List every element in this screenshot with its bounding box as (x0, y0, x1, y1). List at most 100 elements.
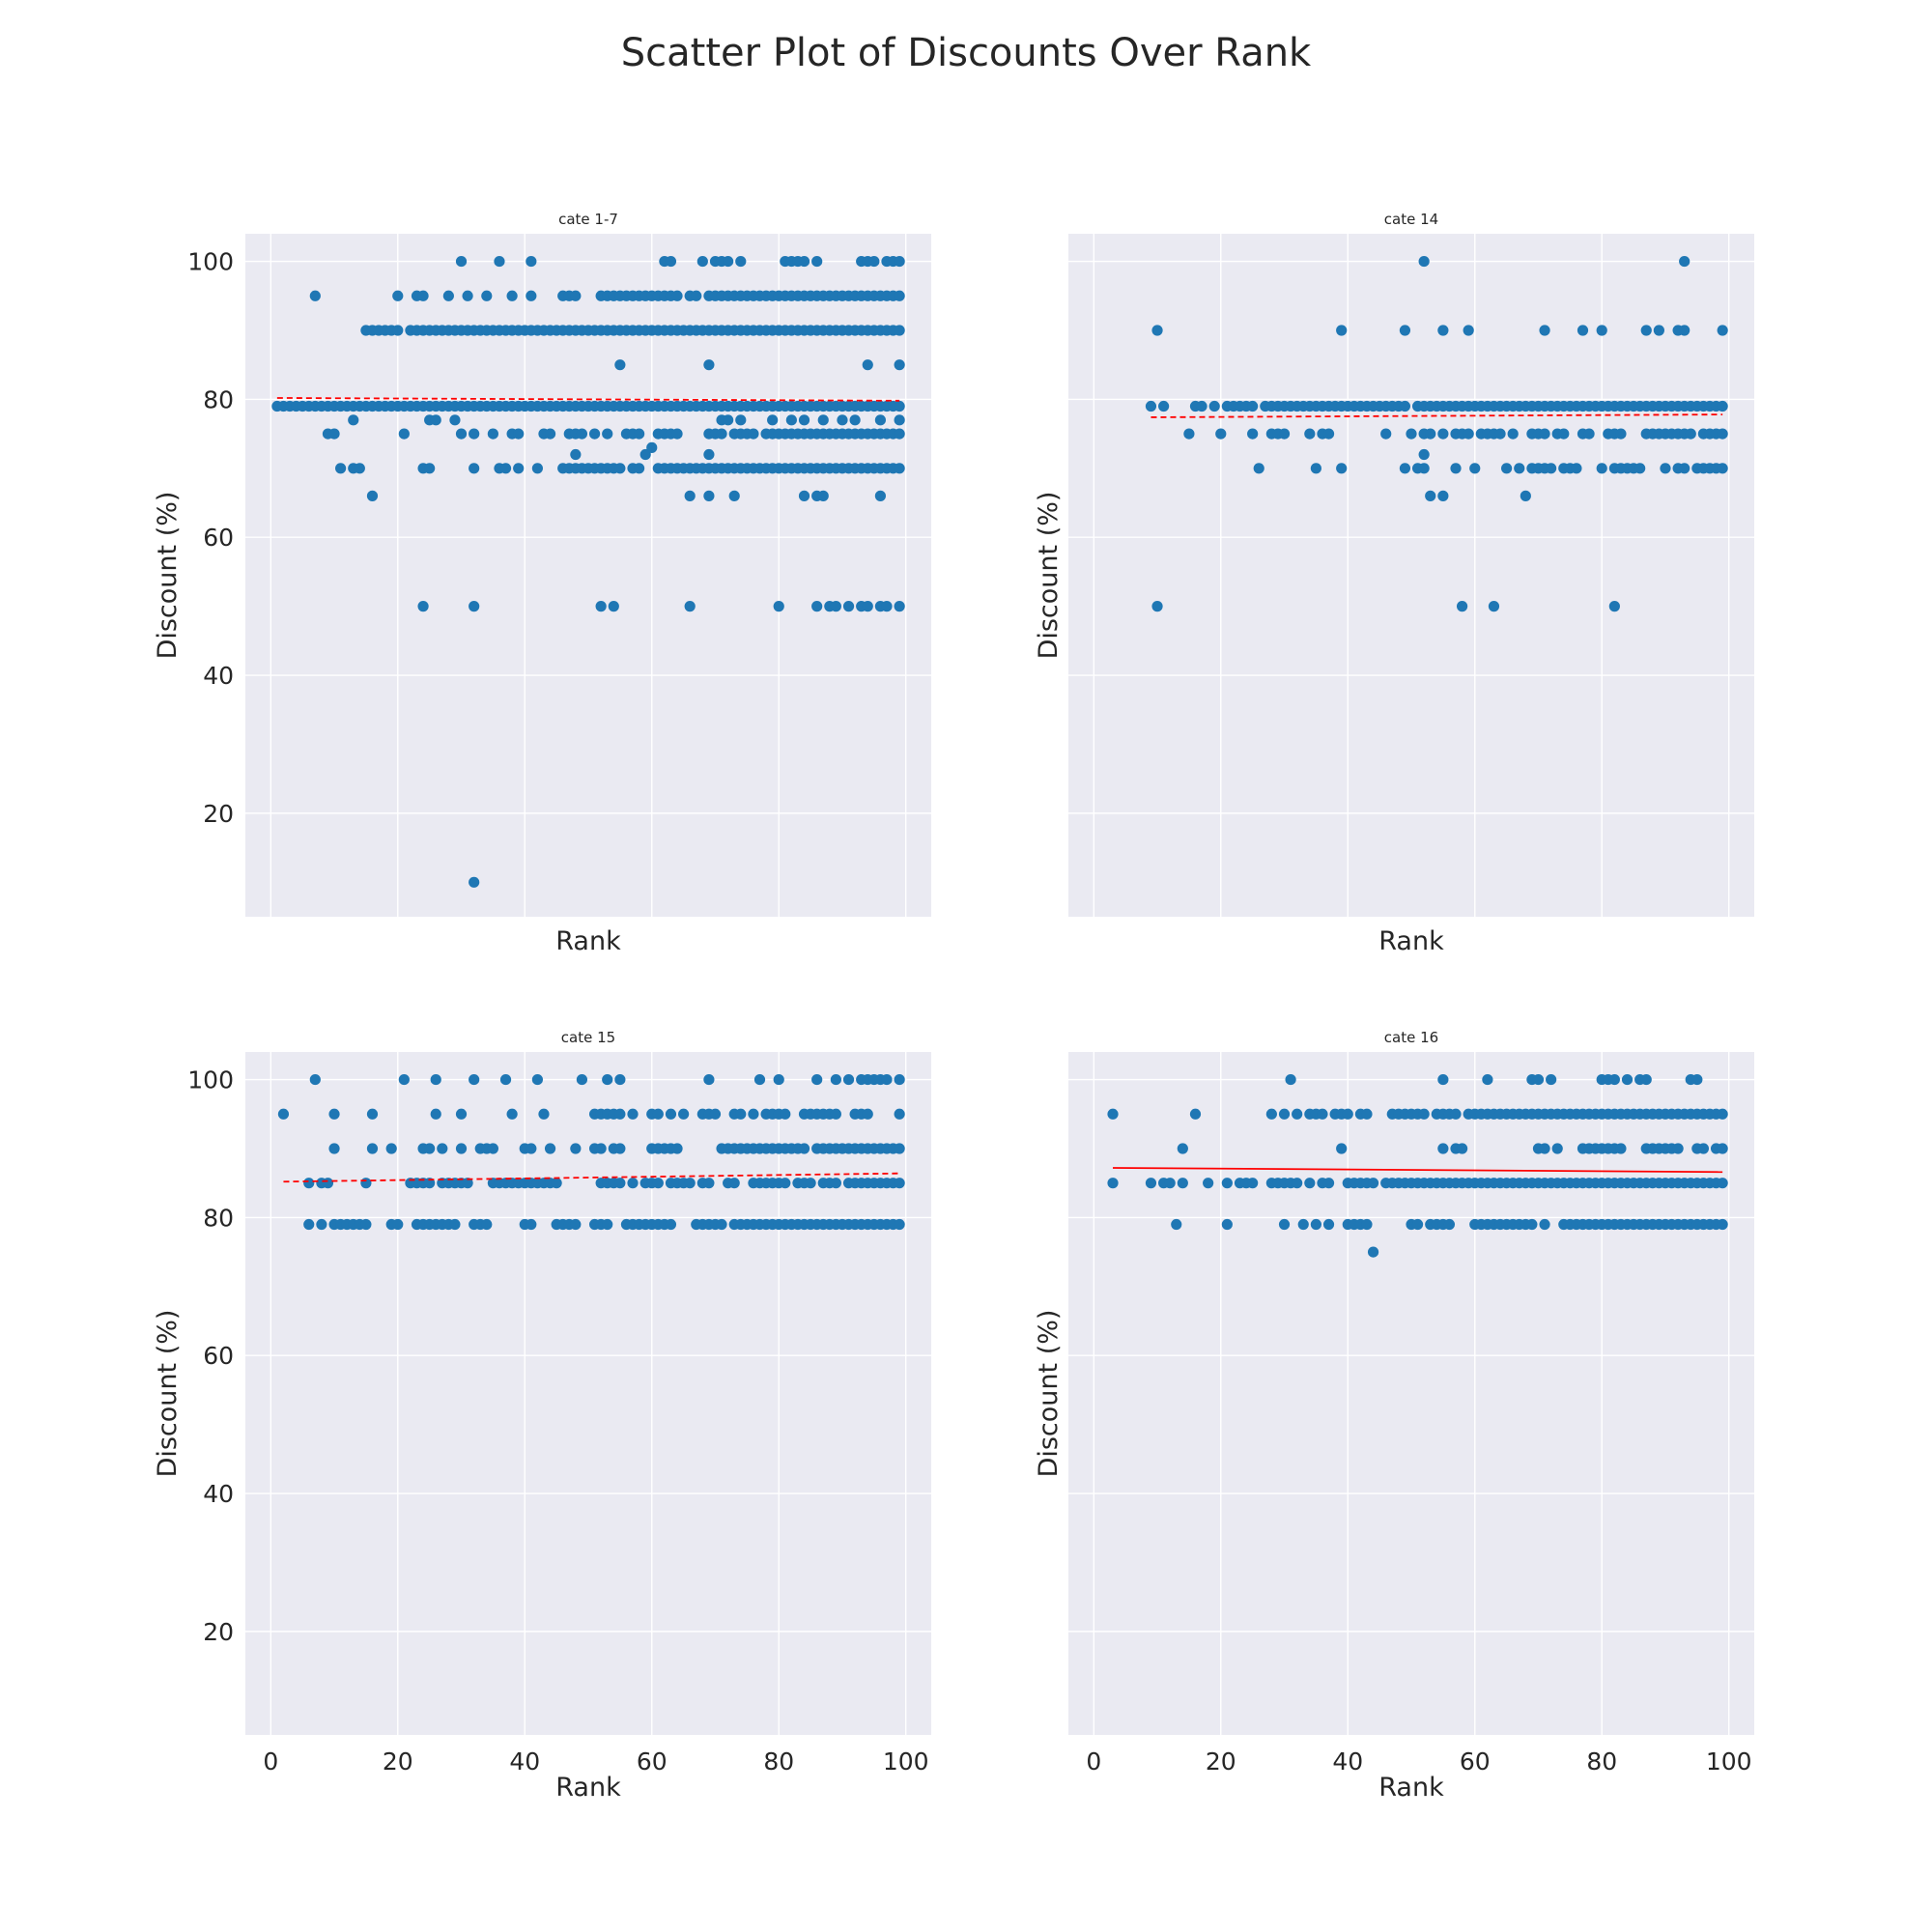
data-point (506, 1108, 518, 1120)
data-point (1469, 463, 1481, 474)
data-point (817, 414, 829, 426)
data-point (526, 255, 537, 268)
data-point (462, 290, 473, 301)
panel-cate-15: 0 20 40 60 80 100 20 40 60 80 100 cate 15 Rank Discou… (153, 1029, 931, 1803)
data-point (1361, 1218, 1373, 1231)
x-tick-label: 100 (1706, 1747, 1752, 1776)
data-point (723, 255, 734, 268)
data-point (1494, 428, 1506, 440)
data-point (1151, 601, 1163, 612)
data-point (1456, 1143, 1468, 1154)
trend-line (276, 397, 900, 402)
data-point (469, 601, 480, 612)
data-point (627, 1108, 639, 1120)
data-point (328, 1143, 340, 1154)
data-point (526, 290, 537, 301)
data-point (588, 428, 601, 440)
data-point (1265, 1108, 1277, 1120)
data-point (678, 1108, 690, 1120)
data-point (1463, 325, 1474, 336)
data-point (703, 1178, 715, 1189)
data-point (487, 428, 498, 440)
data-point (1310, 1218, 1321, 1231)
data-point (417, 601, 429, 612)
data-point (894, 325, 905, 336)
data-point (894, 1218, 905, 1231)
y-axis-label: Discount (%) (153, 492, 183, 660)
data-point (366, 490, 379, 501)
data-point (894, 601, 905, 612)
data-point (1583, 428, 1595, 440)
data-point (1203, 1178, 1214, 1189)
data-point (1304, 428, 1316, 440)
data-point (513, 428, 525, 440)
data-point (595, 601, 607, 612)
data-point (798, 255, 810, 268)
data-point (1691, 1073, 1703, 1086)
data-point (716, 428, 727, 440)
data-point (1317, 1108, 1328, 1120)
data-point (1539, 1218, 1550, 1231)
data-point (1717, 1218, 1728, 1231)
data-point (728, 490, 740, 501)
data-point (455, 255, 468, 268)
data-point (811, 601, 823, 612)
data-point (1310, 463, 1321, 474)
data-point (392, 290, 404, 301)
data-point (1221, 1218, 1233, 1231)
data-point (1717, 400, 1728, 412)
data-point (1615, 1143, 1627, 1154)
data-point (633, 428, 645, 440)
data-point (1322, 428, 1335, 440)
data-point (881, 1073, 893, 1086)
data-point (354, 463, 365, 474)
data-point (430, 414, 441, 426)
data-point (437, 1143, 448, 1154)
data-point (1247, 1178, 1259, 1189)
data-point (614, 1178, 626, 1189)
data-point (780, 1178, 791, 1189)
data-point (798, 1143, 810, 1154)
data-point (430, 1073, 441, 1086)
data-point (1183, 428, 1195, 440)
data-point (1546, 463, 1557, 474)
data-point (894, 463, 905, 474)
data-point (469, 1073, 480, 1086)
data-point (798, 490, 810, 501)
data-point (608, 601, 619, 612)
data-point (684, 490, 696, 501)
y-tick-label: 40 (203, 1480, 234, 1508)
y-axis-label: Discount (%) (1034, 1310, 1064, 1478)
data-point (646, 441, 658, 453)
data-point (526, 1143, 537, 1154)
data-point (1717, 1178, 1728, 1189)
data-point (1151, 325, 1163, 336)
data-point (417, 290, 429, 301)
data-point (1539, 428, 1550, 440)
data-point (1514, 463, 1525, 474)
data-point (1215, 428, 1227, 440)
data-point (335, 463, 347, 474)
trend-line (1113, 1167, 1723, 1174)
data-point (602, 1073, 613, 1086)
data-point (614, 463, 626, 474)
data-point (1532, 1073, 1545, 1086)
data-point (462, 1178, 473, 1189)
data-point (703, 359, 715, 371)
data-point (627, 1178, 639, 1189)
data-point (894, 428, 905, 440)
data-point (1292, 1178, 1303, 1189)
data-point (1285, 1073, 1296, 1086)
data-point (481, 290, 493, 301)
y-tick-label: 20 (203, 800, 234, 828)
y-tick-label: 60 (203, 524, 234, 552)
data-point (1596, 325, 1607, 336)
data-point (1672, 1143, 1684, 1154)
data-point (366, 1143, 379, 1154)
y-tick-label: 80 (203, 385, 234, 413)
data-point (1437, 1073, 1449, 1086)
data-point (696, 255, 708, 268)
panel-cate-14: cate 14 Rank Discount (%) (1034, 211, 1754, 956)
data-point (684, 601, 696, 612)
y-axis-label: Discount (%) (153, 1310, 183, 1478)
